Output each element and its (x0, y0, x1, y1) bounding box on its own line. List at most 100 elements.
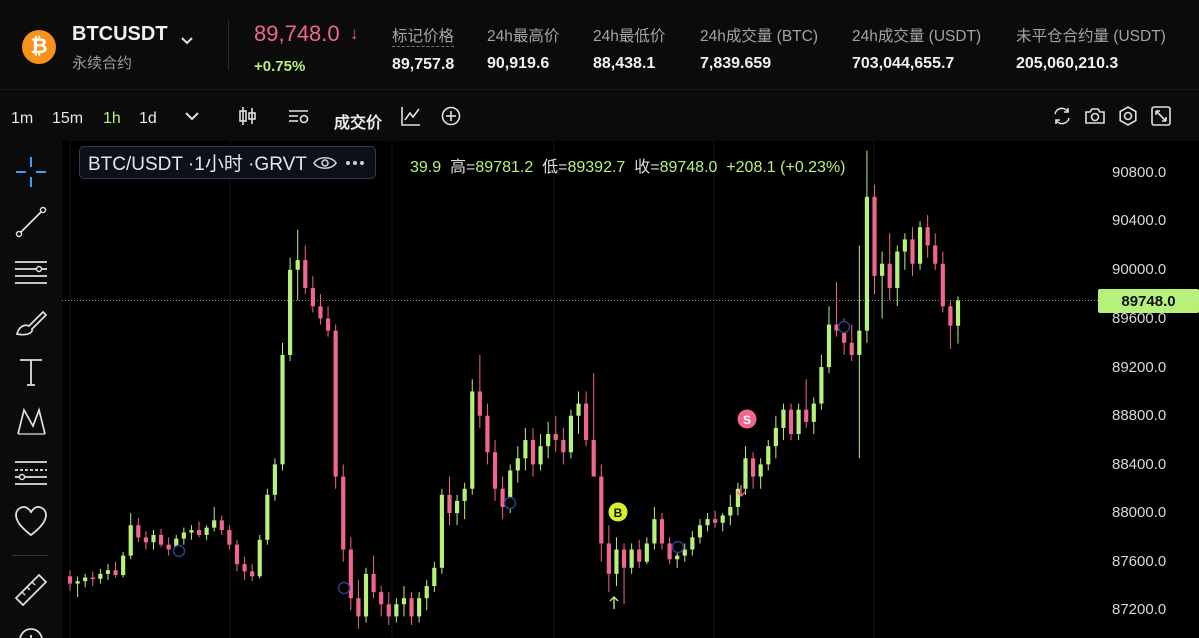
candle-body (675, 555, 680, 560)
candle-body (318, 306, 323, 319)
candle-body (530, 440, 536, 465)
candle-body (439, 494, 444, 568)
candle-body (713, 519, 718, 523)
candle-body (181, 532, 186, 539)
candle-body (561, 440, 566, 453)
add-icon[interactable] (440, 105, 462, 127)
ruler-icon[interactable] (13, 572, 49, 608)
candle-body (257, 539, 262, 577)
candle-body (151, 534, 156, 543)
candle-body (371, 573, 376, 593)
brush-icon[interactable] (13, 304, 49, 340)
y-axis-tick: 90800.0 (1112, 164, 1167, 181)
stat-24h-volume-usdt: 24h成交量 (USDT) 703,044,655.7 (852, 24, 981, 73)
candle-body (492, 452, 498, 489)
stat-label[interactable]: 标记价格 (392, 24, 455, 47)
timeframe-1m[interactable]: 1m (11, 110, 34, 127)
candle-body (272, 464, 278, 495)
fullscreen-icon[interactable] (1150, 105, 1172, 127)
candle-body (933, 245, 938, 264)
candle-body (735, 488, 740, 507)
candle-body (629, 549, 634, 568)
candle-body (325, 318, 331, 331)
candle-body (280, 354, 285, 465)
candle-body (690, 537, 695, 550)
sell-marker-label: S (743, 413, 751, 427)
candle-body (576, 403, 581, 416)
candle-body (196, 530, 202, 535)
candlestick-icon[interactable] (236, 105, 258, 127)
candle-body (242, 564, 247, 572)
contract-type: 永续合约 (72, 55, 133, 72)
candle-body (584, 403, 589, 441)
candle-body (523, 440, 528, 459)
candle-body (158, 534, 164, 545)
stat-24h-low: 24h最低价 88,438.1 (593, 24, 665, 73)
candle-body (925, 227, 930, 246)
ohlc-high: 89781.2 (475, 159, 534, 176)
prediction-icon[interactable] (13, 454, 49, 490)
candle-body (105, 570, 111, 574)
timeframe-15m[interactable]: 15m (52, 110, 84, 127)
candle-body (804, 409, 809, 422)
stat-label: 24h成交量 (BTC) (700, 28, 818, 45)
candle-body (515, 458, 520, 471)
horizontal-lines-icon[interactable] (13, 254, 49, 290)
ohlc-low-label: 低= (542, 159, 568, 176)
pattern-icon[interactable] (13, 404, 49, 440)
text-tool-icon[interactable] (13, 354, 49, 390)
chart-toolbar: 1m 15m 1h 1d 成交价 (0, 89, 1199, 141)
more-options-icon[interactable] (343, 153, 367, 173)
candle-body (955, 300, 961, 326)
candle-body (227, 530, 232, 545)
candle-body (652, 519, 657, 544)
stat-label: 24h最低价 (593, 28, 666, 45)
candle-body (720, 515, 725, 523)
candle-body (546, 433, 551, 447)
indicators-icon[interactable] (288, 105, 310, 127)
trend-line-icon[interactable] (13, 204, 49, 240)
line-chart-icon[interactable] (400, 105, 422, 127)
candle-body (143, 537, 148, 543)
chevron-down-icon[interactable] (180, 34, 194, 48)
candle-body (910, 239, 915, 264)
candle-body (333, 330, 338, 477)
chevron-down-icon[interactable] (183, 107, 201, 125)
y-axis-tick: 90000.0 (1112, 261, 1167, 278)
candle-body (857, 330, 862, 355)
crosshair-icon[interactable] (13, 154, 49, 190)
candle-body (288, 269, 293, 355)
timeframe-1d[interactable]: 1d (139, 110, 157, 127)
timeframe-1h[interactable]: 1h (103, 110, 121, 127)
candle-body (705, 519, 710, 526)
favorite-heart-icon[interactable] (13, 504, 49, 540)
refresh-icon[interactable] (1051, 105, 1073, 127)
settings-icon[interactable] (1117, 105, 1139, 127)
symbol-name[interactable]: BTCUSDT (72, 23, 168, 45)
candlestick-plot[interactable]: SB (62, 141, 1199, 638)
buy-marker (608, 502, 628, 522)
candle-body (500, 488, 505, 507)
candle-body (363, 573, 369, 617)
candle-body (136, 525, 141, 538)
trade-price-selector[interactable]: 成交价 (334, 115, 383, 132)
candle-body (356, 598, 361, 617)
zoom-icon[interactable] (13, 622, 49, 638)
eye-icon[interactable] (312, 153, 337, 173)
candle-body (424, 586, 429, 599)
toolbar-divider (12, 555, 48, 556)
stat-label: 24h最高价 (487, 28, 560, 45)
candle-body (902, 239, 907, 252)
chart-legend[interactable]: BTC/USDT ·1小时 ·GRVT (79, 146, 376, 179)
candle-body (212, 520, 217, 528)
candle-body (348, 549, 353, 599)
candle-body (462, 488, 467, 501)
candle-body (849, 342, 854, 355)
ohlc-high-label: 高= (450, 159, 476, 176)
stat-value: 89,757.8 (392, 56, 455, 73)
camera-icon[interactable] (1084, 105, 1106, 127)
candle-body (128, 525, 133, 556)
candle-body (204, 527, 209, 535)
candle-body (432, 567, 437, 587)
